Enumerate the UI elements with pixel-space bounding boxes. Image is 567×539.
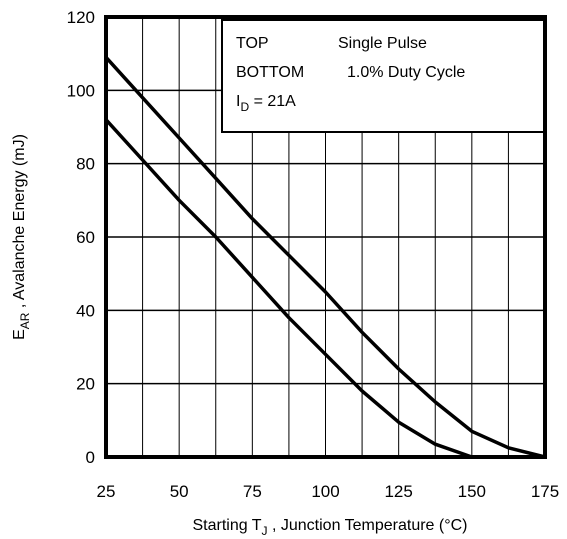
x-tick-label: 25 <box>97 482 116 501</box>
x-tick-label: 150 <box>458 482 486 501</box>
y-tick-label: 120 <box>67 8 95 27</box>
x-tick-label: 75 <box>243 482 262 501</box>
legend-row1-value: Single Pulse <box>338 35 427 52</box>
x-axis-title-prefix: Starting T <box>192 517 261 534</box>
y-tick-label: 60 <box>76 228 95 247</box>
x-tick-labels: 25 50 75 100 125 150 175 <box>97 482 560 501</box>
legend-row2-value: 1.0% Duty Cycle <box>347 64 465 81</box>
x-tick-label: 50 <box>170 482 189 501</box>
x-tick-label: 175 <box>531 482 559 501</box>
legend-row3-prefix: I <box>236 93 240 110</box>
y-tick-label: 20 <box>76 375 95 394</box>
y-tick-label: 100 <box>67 81 95 100</box>
y-axis-title: EAR , Avalanche Energy (mJ) <box>11 134 32 340</box>
x-tick-label: 125 <box>384 482 412 501</box>
x-axis-title-sub: J <box>262 524 268 538</box>
legend-row3-current: ID = 21A <box>236 93 296 114</box>
y-tick-label: 40 <box>76 301 95 320</box>
legend-row3-suffix: = 21A <box>249 93 296 110</box>
legend-row2-label: BOTTOM <box>236 64 304 81</box>
legend-row3-sub: D <box>240 100 249 114</box>
x-axis-title-suffix: , Junction Temperature (°C) <box>268 517 468 534</box>
y-axis-title-sub: AR <box>18 312 32 329</box>
y-tick-label: 80 <box>76 155 95 174</box>
legend-box <box>221 19 547 133</box>
x-axis-title: Starting TJ , Junction Temperature (°C) <box>192 517 467 538</box>
legend-row1-label: TOP <box>236 35 269 52</box>
y-axis-title-suffix: , Avalanche Energy (mJ) <box>11 134 28 312</box>
y-tick-labels: 0 20 40 60 80 100 120 <box>67 8 95 467</box>
series-line-1 <box>104 56 546 459</box>
x-tick-label: 100 <box>311 482 339 501</box>
y-axis-title-prefix: E <box>11 329 28 340</box>
plot-border <box>104 15 547 459</box>
y-tick-label: 0 <box>86 448 95 467</box>
